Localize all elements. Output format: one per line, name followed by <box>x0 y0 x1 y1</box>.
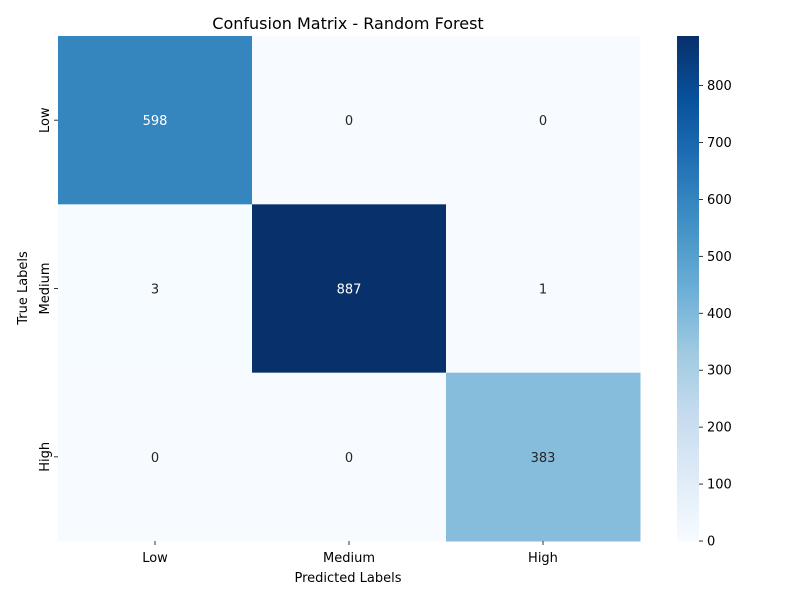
colorbar-tick-label: 100 <box>707 478 732 493</box>
heatmap-cell <box>58 372 253 542</box>
x-tick-label: High <box>528 551 558 566</box>
cell-value-label: 0 <box>345 451 353 466</box>
cell-value-label: 383 <box>531 451 556 466</box>
heatmap-cell <box>58 204 253 374</box>
cell-value-label: 598 <box>143 114 168 129</box>
heatmap-cell <box>252 36 447 205</box>
x-axis-ticks: Low Medium High <box>142 541 558 566</box>
cell-value-label: 3 <box>151 283 159 298</box>
heatmap-cell-labels: 598 0 0 3 887 1 0 0 383 <box>143 114 556 466</box>
y-tick-label: Medium <box>38 263 53 315</box>
y-tick-label: High <box>38 442 53 472</box>
colorbar-tick-label: 400 <box>707 307 732 322</box>
colorbar-tick-label: 700 <box>707 136 732 151</box>
cell-value-label: 0 <box>151 451 159 466</box>
x-axis-label: Predicted Labels <box>294 571 401 586</box>
heatmap-cells <box>58 36 641 542</box>
y-tick-label: Low <box>38 107 53 133</box>
heatmap-cell <box>252 204 447 374</box>
cell-value-label: 887 <box>337 283 362 298</box>
cell-value-label: 0 <box>345 114 353 129</box>
colorbar <box>677 36 699 541</box>
cell-value-label: 0 <box>539 114 547 129</box>
colorbar-tick-label: 500 <box>707 250 732 265</box>
x-tick-label: Low <box>142 551 168 566</box>
colorbar-tick-label: 800 <box>707 79 732 94</box>
colorbar-tick-label: 300 <box>707 364 732 379</box>
cell-value-label: 1 <box>539 283 547 298</box>
y-axis-label: True Labels <box>16 251 31 326</box>
colorbar-tick-label: 200 <box>707 421 732 436</box>
heatmap-cell <box>58 36 253 205</box>
chart-title: Confusion Matrix - Random Forest <box>212 14 483 33</box>
colorbar-ticks: 0 100 200 300 400 500 600 700 800 <box>699 79 732 550</box>
colorbar-tick-label: 0 <box>707 535 715 550</box>
heatmap-cell <box>446 36 641 205</box>
heatmap-cell <box>446 204 641 374</box>
heatmap-cell <box>252 372 447 542</box>
heatmap-cell <box>446 372 641 542</box>
x-tick-label: Medium <box>323 551 375 566</box>
colorbar-tick-label: 600 <box>707 193 732 208</box>
y-axis-ticks: Low Medium High <box>38 107 58 472</box>
